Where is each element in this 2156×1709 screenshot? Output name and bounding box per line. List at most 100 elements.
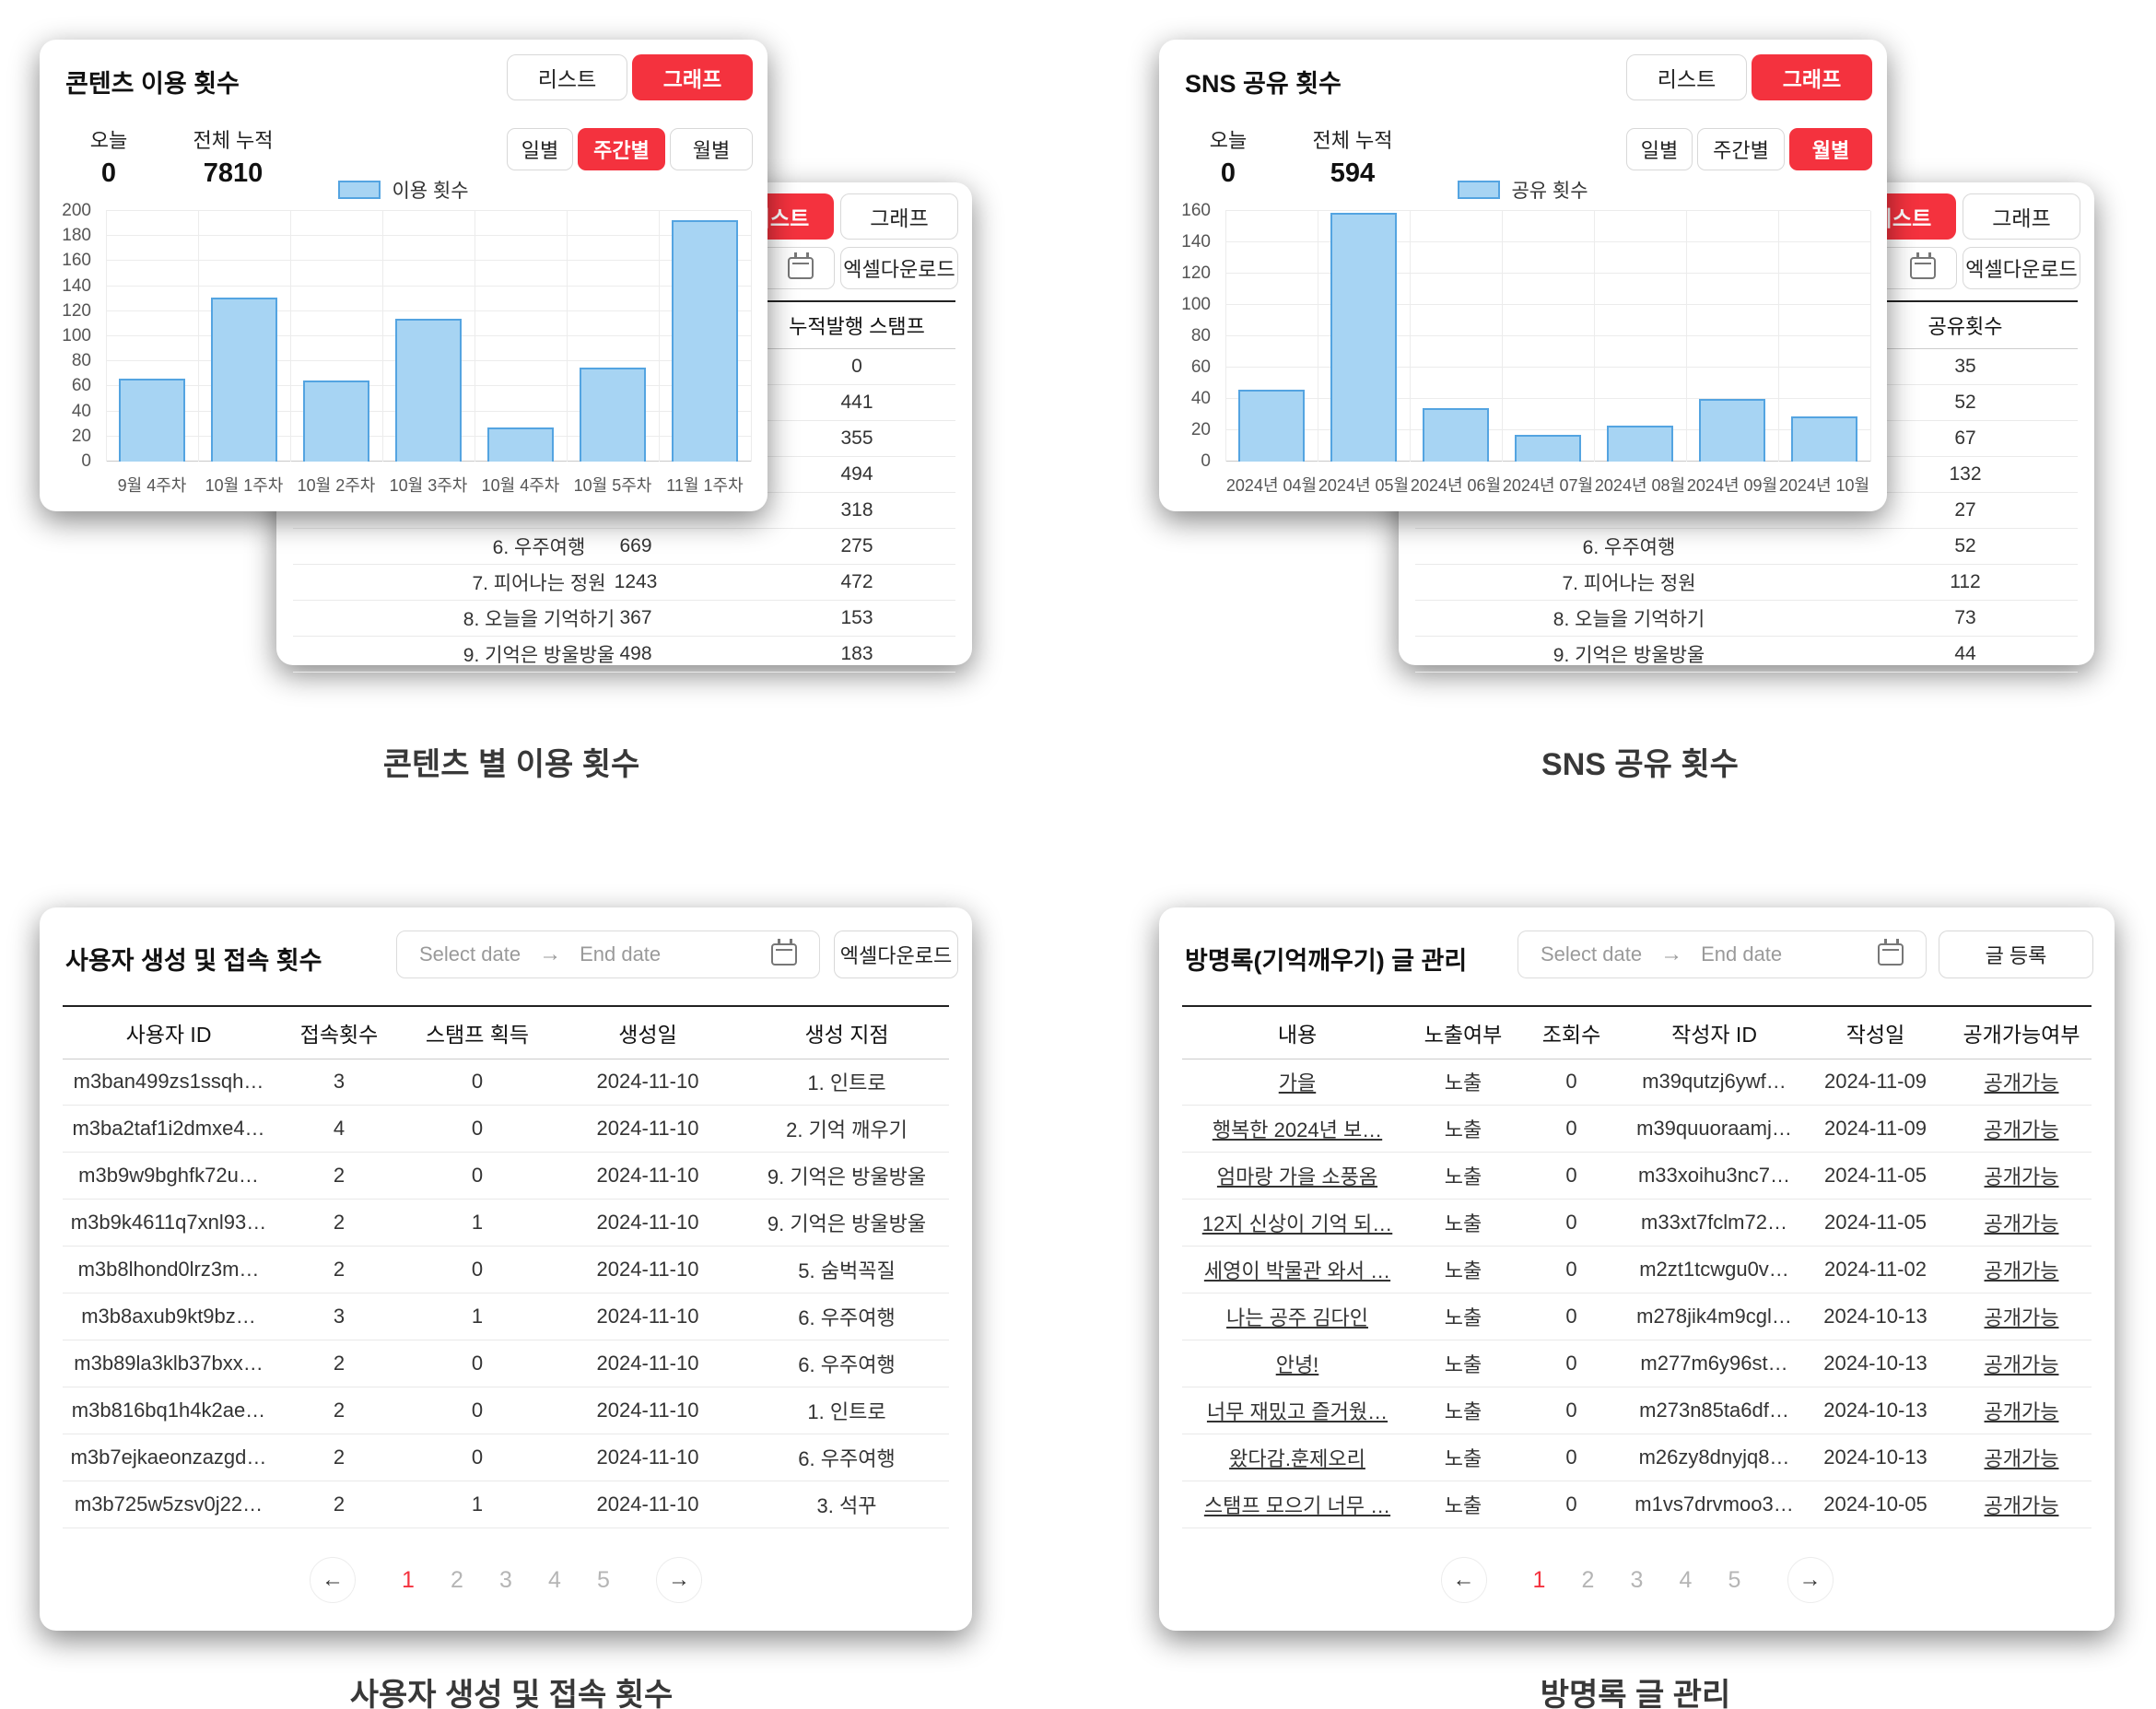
- register-post-button[interactable]: 글 등록: [1939, 931, 2093, 978]
- cell: 노출: [1444, 1212, 1482, 1235]
- visibility-link[interactable]: 공개가능: [1984, 1447, 2059, 1470]
- tab-weekly[interactable]: 주간별: [578, 128, 665, 170]
- cell: 0: [1565, 1164, 1577, 1187]
- list-item-value: 35: [1954, 356, 1976, 377]
- list-item-value: 153: [840, 607, 873, 628]
- gridline-vertical: [106, 211, 107, 462]
- table-row: 엄마랑 가을 소풍옴 노출 0 m33xoihu3nc7… 2024-11-05 공개가능: [1182, 1153, 2092, 1200]
- start-date-placeholder: Select date: [1541, 942, 1643, 966]
- cell: 1: [471, 1211, 484, 1234]
- visibility-link[interactable]: 공개가능: [1984, 1165, 2059, 1188]
- y-axis-tick-label: 140: [62, 275, 91, 296]
- content-link[interactable]: 왔다감.훈제오리: [1229, 1447, 1365, 1470]
- pagination-page-1[interactable]: 1: [1532, 1566, 1546, 1593]
- cell: 0: [471, 1399, 484, 1422]
- x-axis-label: 10월 2주차: [297, 476, 376, 495]
- caption-sns-share: SNS 공유 횟수: [1541, 747, 1739, 782]
- graph-view-button[interactable]: 그래프: [1963, 193, 2080, 240]
- x-axis-label: 2024년 05월: [1318, 476, 1410, 495]
- content-link[interactable]: 12지 신상이 기억 되…: [1201, 1212, 1393, 1235]
- pagination-page-4[interactable]: 4: [548, 1566, 561, 1593]
- excel-download-button[interactable]: 엑셀다운로드: [834, 931, 958, 978]
- date-range-picker[interactable]: Select date → End date: [1517, 931, 1927, 978]
- pagination-next-button[interactable]: →: [656, 1557, 702, 1603]
- graph-view-button[interactable]: 그래프: [1752, 54, 1872, 100]
- gridline-horizontal: [1225, 304, 1870, 305]
- table-header-row: 내용 노출여부 조회수 작성자 ID 작성일 공개가능여부: [1182, 1007, 2092, 1059]
- pagination-page-5[interactable]: 5: [1728, 1566, 1741, 1593]
- cell: m3ba2taf1i2dmxe4…: [72, 1117, 265, 1140]
- pagination-prev-button[interactable]: ←: [1440, 1557, 1487, 1603]
- column-header: 노출여부: [1424, 1023, 1503, 1047]
- pagination-page-4[interactable]: 4: [1679, 1566, 1693, 1593]
- graph-view-button[interactable]: 그래프: [632, 54, 753, 100]
- list-item-value: 472: [840, 571, 873, 592]
- content-link[interactable]: 너무 재밌고 즐거웠…: [1206, 1400, 1389, 1423]
- cell: 3: [333, 1070, 346, 1093]
- list-row: 7. 피어나는 정원 112: [1415, 565, 2078, 601]
- arrow-right-icon: →: [539, 942, 562, 966]
- calendar-icon: [1910, 252, 1936, 279]
- gridline-vertical: [1686, 211, 1687, 462]
- list-view-button[interactable]: 리스트: [507, 54, 627, 100]
- caption-guestbook: 방명록 글 관리: [1540, 1678, 1731, 1709]
- pagination-page-5[interactable]: 5: [597, 1566, 610, 1593]
- pagination-next-button[interactable]: →: [1787, 1557, 1834, 1603]
- x-axis-label: 11월 1주차: [666, 476, 744, 495]
- arrow-right-icon: →: [1660, 942, 1683, 966]
- pagination-page-3[interactable]: 3: [499, 1566, 512, 1593]
- column-header: 사용자 ID: [125, 1023, 212, 1047]
- y-axis-tick-label: 120: [1181, 263, 1211, 283]
- visibility-link[interactable]: 공개가능: [1984, 1071, 2059, 1094]
- cell: 0: [1565, 1446, 1577, 1469]
- excel-download-button[interactable]: 엑셀다운로드: [1963, 247, 2080, 289]
- list-item-name: 7. 피어나는 정원: [1562, 573, 1696, 594]
- cell: 3. 석꾸: [816, 1494, 877, 1517]
- pagination-prev-button[interactable]: ←: [310, 1557, 356, 1603]
- graph-view-button[interactable]: 그래프: [840, 193, 958, 240]
- y-axis-tick-label: 140: [1181, 232, 1211, 252]
- date-range-picker[interactable]: Select date → End date: [396, 931, 820, 978]
- gridline-vertical: [1594, 211, 1595, 462]
- visibility-link[interactable]: 공개가능: [1984, 1400, 2059, 1423]
- content-link[interactable]: 세영이 박물관 와서 …: [1203, 1259, 1391, 1282]
- visibility-link[interactable]: 공개가능: [1984, 1306, 2059, 1329]
- list-view-button[interactable]: 리스트: [1626, 54, 1747, 100]
- visibility-link[interactable]: 공개가능: [1984, 1494, 2059, 1517]
- tab-daily[interactable]: 일별: [507, 128, 573, 170]
- cell: 노출: [1444, 1353, 1482, 1376]
- x-axis-label: 2024년 09월: [1686, 476, 1778, 495]
- visibility-link[interactable]: 공개가능: [1984, 1259, 2059, 1282]
- pagination-page-2[interactable]: 2: [451, 1566, 463, 1593]
- y-axis-tick-label: 60: [1190, 357, 1211, 377]
- excel-download-button[interactable]: 엑셀다운로드: [840, 247, 958, 289]
- cell: 0: [471, 1352, 484, 1375]
- content-link[interactable]: 안녕!: [1275, 1353, 1319, 1376]
- gridline-horizontal: [106, 235, 751, 237]
- cell: 2024-11-10: [596, 1258, 699, 1281]
- content-link[interactable]: 스탬프 모으기 너무 …: [1203, 1494, 1391, 1517]
- visibility-link[interactable]: 공개가능: [1984, 1353, 2059, 1376]
- visibility-link[interactable]: 공개가능: [1984, 1118, 2059, 1141]
- tab-monthly[interactable]: 월별: [1789, 128, 1872, 170]
- tab-monthly[interactable]: 월별: [670, 128, 753, 170]
- pagination-page-2[interactable]: 2: [1581, 1566, 1595, 1593]
- tab-weekly[interactable]: 주간별: [1697, 128, 1785, 170]
- visibility-link[interactable]: 공개가능: [1984, 1212, 2059, 1235]
- content-link[interactable]: 행복한 2024년 보…: [1212, 1118, 1383, 1141]
- content-link[interactable]: 엄마랑 가을 소풍옴: [1216, 1165, 1378, 1188]
- tab-daily[interactable]: 일별: [1626, 128, 1693, 170]
- legend-label: 공유 횟수: [1511, 181, 1588, 202]
- chart-bar: [1607, 425, 1673, 462]
- legend-label: 이용 횟수: [392, 181, 469, 202]
- cell: m277m6y96st…: [1640, 1352, 1788, 1375]
- stat-today-label: 오늘: [1209, 129, 1248, 152]
- pagination-page-3[interactable]: 3: [1630, 1566, 1644, 1593]
- list-item-name: 9. 기억은 방울방울: [1553, 645, 1705, 666]
- content-link[interactable]: 나는 공주 김다인: [1226, 1306, 1368, 1329]
- cell: 노출: [1444, 1259, 1482, 1282]
- pagination-page-1[interactable]: 1: [402, 1566, 415, 1593]
- content-link[interactable]: 가을: [1278, 1071, 1317, 1094]
- y-axis-tick-label: 60: [71, 376, 91, 396]
